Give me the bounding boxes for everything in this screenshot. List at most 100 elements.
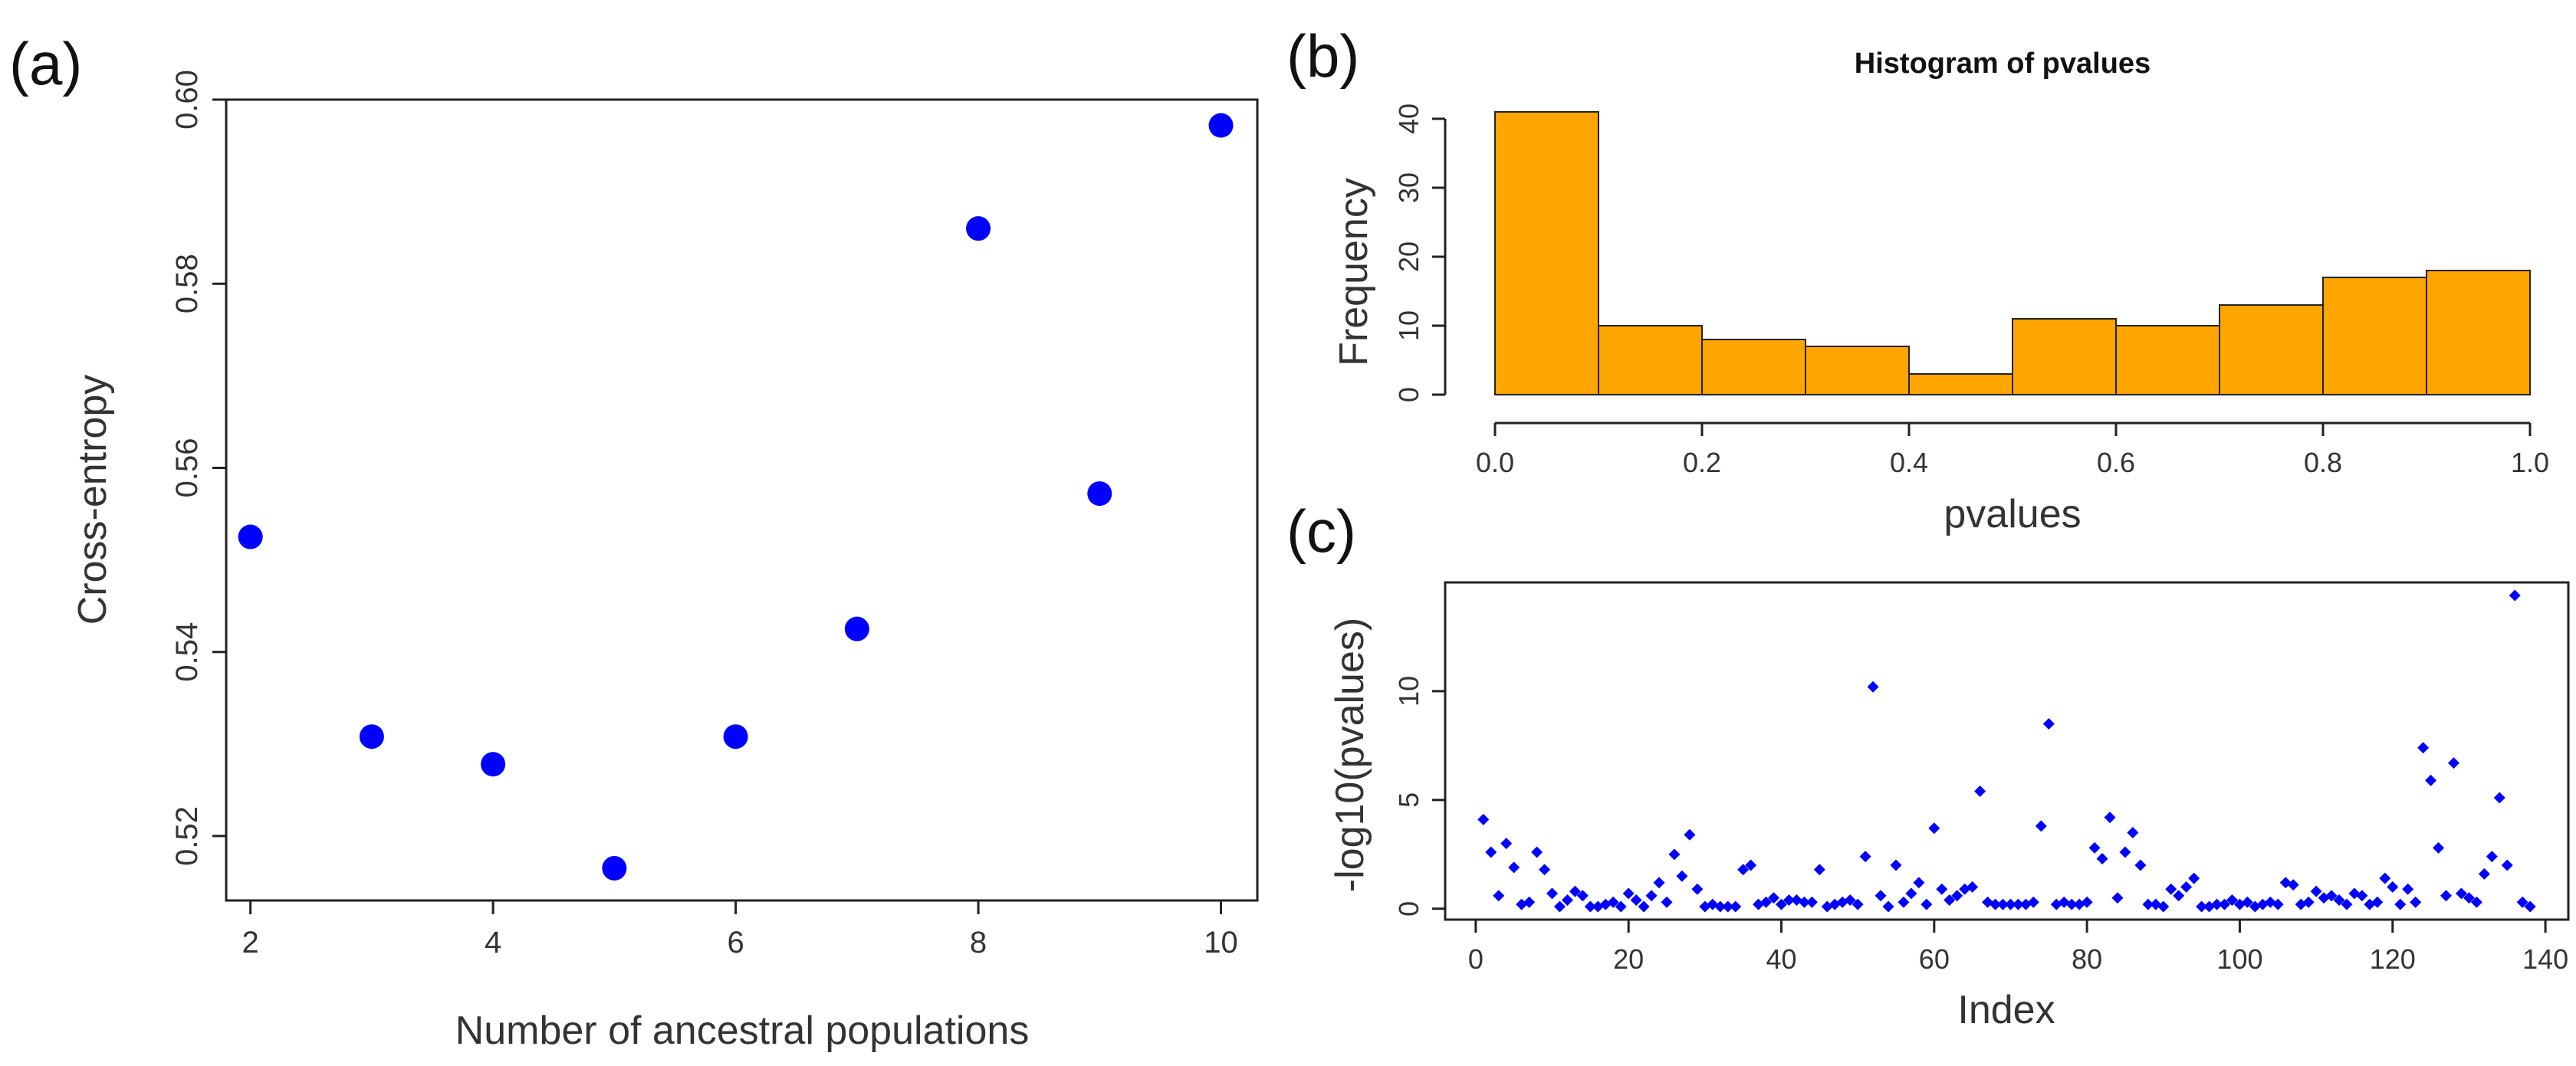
chart-c-point: [1813, 864, 1825, 876]
chart-a-x-tick-label: 8: [970, 926, 987, 959]
chart-b-x-tick-label: 0.6: [2097, 447, 2135, 478]
chart-b-y-ticks: 0 10 20 30 40: [1393, 103, 1445, 402]
chart-c-point: [1974, 786, 1986, 798]
panel-label-a: (a): [9, 30, 82, 97]
chart-c-point: [1990, 898, 2002, 910]
chart-a-y-axis-title: Cross-entropy: [71, 375, 115, 625]
chart-a-x-tick-label: 2: [242, 926, 259, 959]
chart-a-x-tick-label: 4: [485, 926, 501, 959]
chart-a-x-ticks: 2 4 6 8 10: [242, 900, 1238, 959]
chart-c-point: [1691, 883, 1704, 895]
chart-a-points: [238, 113, 1234, 881]
chart-c-point: [1944, 894, 1956, 906]
chart-c-point: [1737, 864, 1750, 876]
chart-c-point: [1493, 890, 1505, 902]
chart-a-point: [723, 724, 748, 749]
chart-a-point: [844, 616, 869, 641]
neg-log10-pvalue-chart: 0 5 10 0 20 40 60 80 100 120 140 Index -log10(pva…: [1328, 581, 2570, 1032]
chart-b-x-tick-label: 0.4: [1890, 447, 1928, 478]
chart-b-bar: [2426, 270, 2531, 395]
chart-c-point: [2463, 892, 2475, 904]
chart-c-point: [1485, 846, 1497, 858]
chart-c-point: [2027, 896, 2039, 908]
chart-c-point: [1936, 883, 1948, 895]
chart-b-y-tick-label: 30: [1393, 172, 1424, 203]
chart-c-point: [1997, 898, 2009, 910]
chart-a-y-tick-label: 0.60: [170, 70, 204, 130]
chart-c-point: [1584, 900, 1596, 913]
chart-b-bar: [1701, 339, 1806, 395]
chart-c-point: [1730, 900, 1742, 913]
chart-c-y-tick-label: 10: [1393, 676, 1424, 707]
pvalue-histogram: Histogram of pvalues 0 10 20 30 40 0.0 0.2 0.4…: [1332, 48, 2549, 536]
chart-b-y-tick-label: 10: [1393, 310, 1424, 341]
chart-c-point: [2081, 896, 2093, 908]
chart-c-point: [1776, 898, 1788, 910]
chart-c-point: [2287, 879, 2299, 891]
cross-entropy-chart: 0.52 0.54 0.56 0.58 0.60 2 4 6 8 10 Number of an…: [71, 70, 1259, 1053]
chart-c-point: [1615, 900, 1627, 913]
chart-b-y-tick-label: 20: [1393, 241, 1424, 272]
chart-c-point: [1630, 894, 1642, 906]
chart-c-point: [1661, 896, 1673, 908]
chart-c-point: [2157, 900, 2170, 913]
chart-c-point: [1768, 892, 1780, 904]
chart-c-point: [2096, 853, 2108, 865]
chart-c-point: [1508, 861, 1520, 874]
chart-c-point: [1676, 870, 1688, 882]
chart-c-y-tick-label: 0: [1393, 901, 1424, 917]
chart-c-point: [2341, 898, 2353, 910]
chart-c-frame: [1444, 581, 2570, 921]
chart-c-point: [1913, 877, 1925, 889]
chart-c-point: [2448, 757, 2460, 769]
chart-c-point: [1569, 885, 1581, 897]
chart-c-point: [2486, 851, 2498, 863]
chart-c-point: [2127, 826, 2139, 838]
chart-c-point: [2410, 896, 2422, 908]
chart-c-point: [1477, 813, 1490, 825]
chart-a-y-ticks: 0.52 0.54 0.56 0.58 0.60: [170, 70, 226, 866]
chart-a-x-axis-title: Number of ancestral populations: [455, 1009, 1030, 1053]
chart-c-point: [1684, 828, 1696, 841]
chart-c-point: [1523, 896, 1536, 908]
chart-c-point: [2180, 881, 2193, 893]
chart-c-point: [1653, 877, 1665, 889]
chart-c-x-ticks: 0 20 40 60 80 100 120 140: [1468, 920, 2568, 975]
chart-c-point: [2433, 841, 2445, 854]
chart-c-point: [2065, 898, 2078, 910]
chart-b-bar: [1494, 111, 1599, 395]
chart-c-point: [2035, 820, 2047, 832]
chart-c-x-tick-label: 80: [2072, 943, 2102, 975]
chart-c-point: [1867, 681, 1879, 693]
chart-c-point: [1668, 848, 1681, 861]
chart-c-point: [1875, 890, 1887, 902]
chart-c-point: [1745, 859, 1757, 871]
chart-c-point: [1531, 846, 1543, 858]
chart-c-point: [2356, 890, 2368, 902]
chart-b-x-axis-title: pvalues: [1944, 492, 2081, 536]
chart-b-bar: [2219, 304, 2324, 395]
chart-c-point: [2379, 872, 2391, 884]
chart-a-x-tick-label: 10: [1204, 926, 1238, 959]
chart-c-point: [2516, 896, 2528, 908]
chart-a-point: [1208, 113, 1234, 138]
chart-a-frame: [225, 98, 1259, 902]
chart-c-point: [2501, 859, 2513, 871]
chart-c-point: [2188, 872, 2200, 884]
chart-c-point: [1806, 896, 1818, 908]
chart-c-point: [1844, 894, 1856, 906]
chart-a-x-tick-label: 6: [727, 926, 744, 959]
chart-c-point: [2333, 894, 2345, 906]
chart-b-bar: [1805, 346, 1910, 395]
chart-c-point: [2004, 898, 2016, 910]
chart-a-point: [602, 855, 627, 881]
chart-b-bar: [2322, 277, 2427, 395]
chart-c-point: [2111, 892, 2124, 904]
chart-c-point: [2165, 883, 2177, 895]
chart-a-point: [359, 724, 384, 749]
chart-c-point: [2142, 898, 2154, 910]
chart-b-bar: [1598, 325, 1703, 395]
chart-b-x-tick-label: 1.0: [2511, 447, 2549, 478]
chart-c-point: [1921, 898, 1933, 910]
